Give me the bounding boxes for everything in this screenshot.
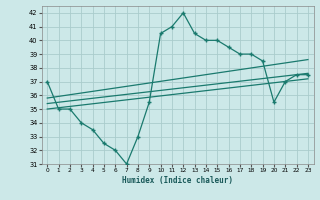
X-axis label: Humidex (Indice chaleur): Humidex (Indice chaleur) [122,176,233,185]
